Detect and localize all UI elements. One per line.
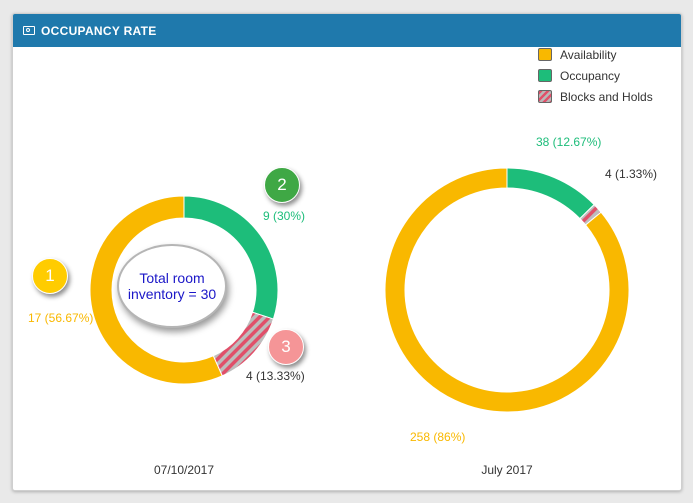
legend-item-availability[interactable]: Availability <box>538 44 653 65</box>
donut-chart-monthly <box>384 167 630 413</box>
chart-title-daily: 07/10/2017 <box>154 463 214 477</box>
note-text: Total room inventory = 30 <box>127 270 217 302</box>
callout-marker-1: 1 <box>32 258 68 294</box>
callout-marker-3: 3 <box>268 329 304 365</box>
donut-slice-availability[interactable] <box>384 167 630 413</box>
donut-slice-availability[interactable] <box>89 195 223 385</box>
legend-label: Occupancy <box>560 68 621 83</box>
label-monthly-occupancy: 38 (12.67%) <box>536 135 601 149</box>
label-monthly-blocks: 4 (1.33%) <box>605 167 657 181</box>
panel-header: OCCUPANCY RATE <box>13 14 681 47</box>
total-inventory-note: Total room inventory = 30 <box>117 244 227 328</box>
callout-marker-2: 2 <box>264 167 300 203</box>
legend-item-blocks-and-holds[interactable]: Blocks and Holds <box>538 86 653 107</box>
chart-legend: Availability Occupancy Blocks and Holds <box>538 44 653 107</box>
label-monthly-availability: 258 (86%) <box>410 430 465 444</box>
legend-label: Blocks and Holds <box>560 89 653 104</box>
legend-item-occupancy[interactable]: Occupancy <box>538 65 653 86</box>
money-icon <box>23 26 35 35</box>
legend-swatch-availability <box>538 48 552 61</box>
panel-title: OCCUPANCY RATE <box>41 23 157 38</box>
label-daily-blocks: 4 (13.33%) <box>246 369 305 383</box>
chart-title-monthly: July 2017 <box>481 463 533 477</box>
occupancy-rate-panel: OCCUPANCY RATE <box>12 13 682 491</box>
label-daily-occupancy: 9 (30%) <box>263 209 305 223</box>
donut-chart-daily <box>89 195 279 385</box>
donut-slice-occupancy[interactable] <box>506 167 595 220</box>
label-daily-availability: 17 (56.67%) <box>28 311 93 325</box>
legend-swatch-occupancy <box>538 69 552 82</box>
legend-label: Availability <box>560 47 617 62</box>
donut-slice-blocks-and-holds[interactable] <box>212 311 275 377</box>
legend-swatch-blocks <box>538 90 552 103</box>
